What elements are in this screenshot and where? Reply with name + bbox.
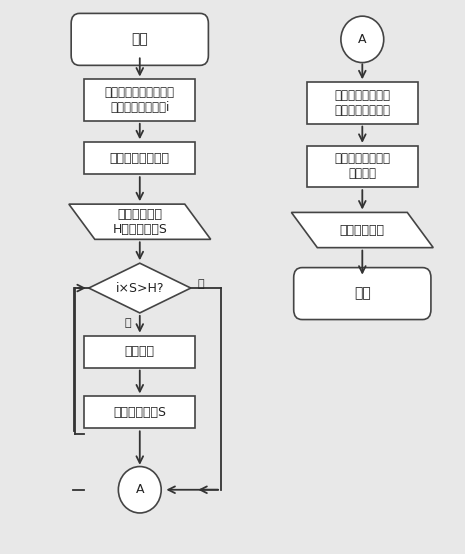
Polygon shape	[89, 263, 191, 313]
Bar	[307, 146, 418, 187]
Bar	[84, 79, 195, 121]
Text: 采集图像: 采集图像	[125, 345, 155, 358]
Bar	[84, 336, 195, 368]
Text: A: A	[135, 483, 144, 496]
Text: i×S>H?: i×S>H?	[115, 281, 164, 295]
Bar	[84, 396, 195, 428]
Ellipse shape	[119, 466, 161, 513]
Text: 是: 是	[198, 279, 204, 289]
Text: 标定光学成像系统: 标定光学成像系统	[110, 152, 170, 165]
Polygon shape	[292, 212, 433, 248]
FancyBboxPatch shape	[71, 13, 208, 65]
Polygon shape	[69, 204, 211, 239]
Ellipse shape	[341, 16, 384, 63]
Text: 结束: 结束	[354, 286, 371, 301]
Text: 驱动物镜移动S: 驱动物镜移动S	[113, 406, 166, 419]
Text: 计算序列图像所有
像素点的清晰度值: 计算序列图像所有 像素点的清晰度值	[334, 89, 390, 117]
Text: 选取合适倍率的物镜，
初始化扫描层序号i: 选取合适倍率的物镜， 初始化扫描层序号i	[105, 86, 175, 114]
FancyBboxPatch shape	[294, 268, 431, 320]
Text: 开始: 开始	[132, 32, 148, 47]
Bar	[307, 82, 418, 124]
Bar	[84, 142, 195, 174]
Text: 输出点云数据: 输出点云数据	[340, 223, 385, 237]
Text: 确定扫描高度
H、扫描层厚S: 确定扫描高度 H、扫描层厚S	[113, 208, 167, 236]
Text: A: A	[358, 33, 366, 46]
Text: 计算每个像素点的
三维坐标: 计算每个像素点的 三维坐标	[334, 152, 390, 181]
Text: 否: 否	[125, 318, 132, 328]
